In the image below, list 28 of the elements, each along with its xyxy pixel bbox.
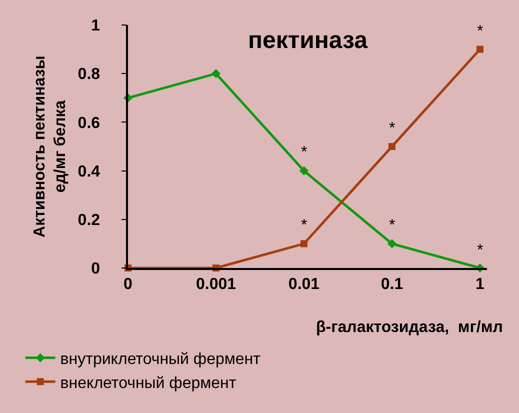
legend-label: внеклеточный фермент: [60, 374, 237, 392]
point: [211, 69, 221, 78]
y-tick-label: 0.2: [78, 212, 100, 229]
annotation: *: [389, 120, 396, 137]
y-axis-title: Активность пектиназы ед/мг белка: [31, 56, 70, 238]
chart-title: пектиназа: [248, 27, 368, 54]
annotation: *: [389, 217, 396, 234]
y-tick-label: 0.6: [78, 114, 100, 132]
x-axis-title: β-галактозидаза, мг/мл: [316, 319, 503, 336]
annotation: *: [477, 23, 484, 40]
y-tick-label: 0.8: [78, 66, 100, 84]
x-tick-label: 0.001: [196, 276, 236, 293]
y-tick-label: 0: [91, 260, 100, 278]
x-tick-label: 1: [476, 276, 485, 293]
annotation: *: [301, 217, 308, 234]
y-tick-label: 0.4: [78, 163, 100, 180]
x-tick-label: 0.1: [380, 276, 404, 293]
x-tick-label: 0: [124, 276, 133, 293]
annotation: *: [477, 242, 484, 259]
point: [388, 143, 396, 150]
point: [387, 239, 397, 248]
legend-label: внутриклеточный фермент: [60, 351, 262, 368]
point: [300, 240, 308, 248]
annotation: *: [301, 144, 308, 161]
y-tick-label: 1: [91, 18, 100, 35]
point: [299, 166, 309, 176]
x-tick-label: 0.01: [288, 276, 320, 293]
point: [476, 46, 484, 53]
